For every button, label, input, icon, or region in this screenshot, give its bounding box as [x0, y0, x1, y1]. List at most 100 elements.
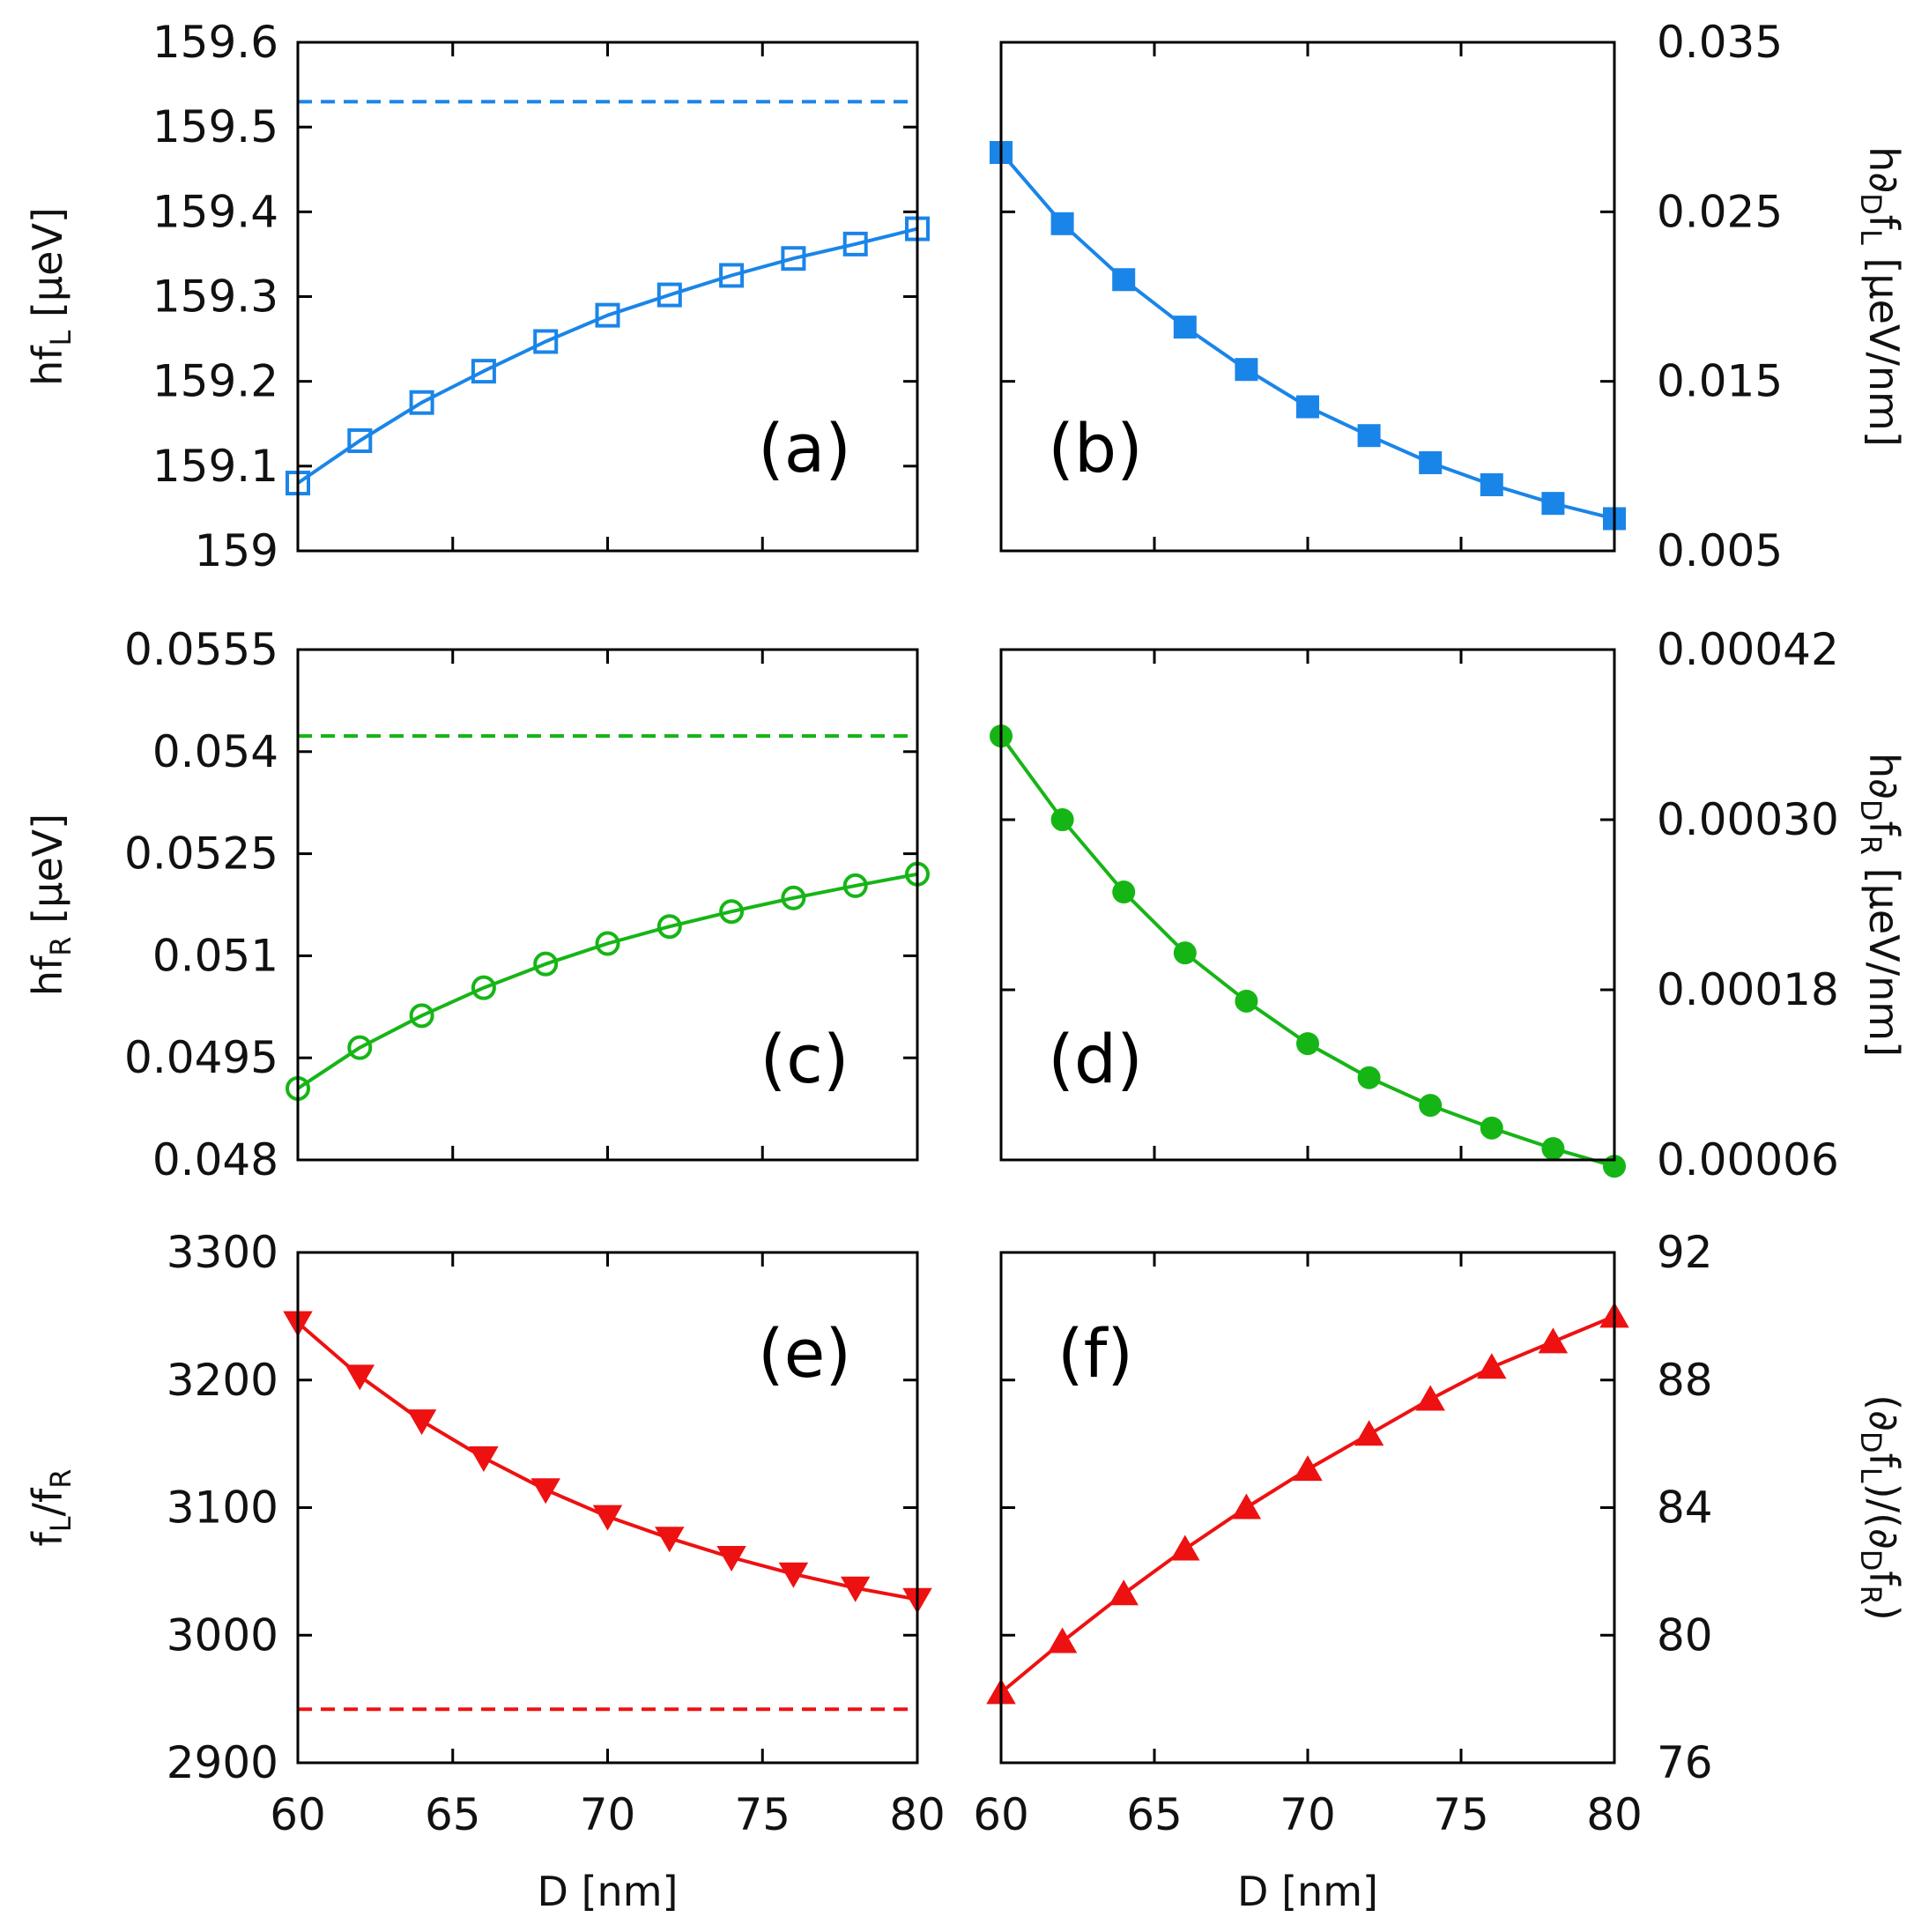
data-point — [347, 427, 373, 453]
plot-frame — [999, 1251, 1616, 1765]
panel-d: 0.00006 0.00018 0.00030 0.00042 h∂DfR [µeV/n… — [990, 624, 1908, 1185]
y-tick-label: 0.005 — [1657, 525, 1783, 576]
data-point — [1231, 1493, 1262, 1520]
axis-label-part: hf — [24, 345, 71, 386]
y-tick-label: 0.015 — [1657, 356, 1783, 407]
data-point — [530, 1478, 560, 1505]
data-point — [716, 1545, 746, 1572]
x-tick-label: 70 — [1280, 1789, 1336, 1840]
data-point — [406, 1409, 437, 1436]
y-tick-label: 0.035 — [1657, 17, 1783, 68]
y-tick-label: 0.0525 — [124, 829, 278, 880]
data-point — [1419, 450, 1443, 474]
plot-frame — [999, 648, 1616, 1162]
y-tick-label: 159.5 — [152, 101, 278, 152]
axis-label-part: L — [1854, 1468, 1888, 1483]
panel-c: 0.048 0.0495 0.051 0.0525 0.054 0.0555 hfR [µe… — [24, 624, 930, 1185]
data-point — [409, 390, 434, 415]
axis-label-part: R — [1854, 1586, 1888, 1605]
y-axis-label: (∂DfL)/(∂DfR) — [1854, 1394, 1908, 1621]
data-point — [1415, 1385, 1445, 1411]
y-axis-label: h∂DfL [µeV/nm] — [1854, 146, 1908, 447]
y-tick-label: 159.4 — [152, 186, 278, 237]
data-point — [1354, 1420, 1384, 1446]
data-point — [657, 914, 682, 940]
y-tick-label: 3200 — [167, 1355, 278, 1406]
y-tick-label: 76 — [1657, 1737, 1713, 1788]
data-point — [347, 1035, 373, 1060]
y-tick-label: 0.00006 — [1657, 1134, 1839, 1185]
axis-label-part: D — [1854, 1549, 1888, 1572]
axis-label-part: hf — [24, 955, 71, 996]
y-axis-label: hfL [µeV] — [24, 207, 78, 386]
data-point — [533, 329, 559, 354]
y-tick-label: 0.048 — [152, 1134, 278, 1185]
data-point — [592, 1505, 623, 1531]
axis-label-part: /f — [24, 1487, 71, 1516]
axis-label-part: [µeV] — [24, 207, 71, 331]
y-tick-label: 159.2 — [152, 356, 278, 407]
panel-tag: (a) — [758, 409, 851, 487]
data-point — [1047, 1627, 1078, 1653]
data-point — [471, 359, 496, 384]
panel-b: 0.005 0.015 0.025 0.035 h∂DfL [µeV/nm] (b) — [990, 17, 1908, 576]
y-axis-label: hfR [µeV] — [24, 814, 78, 996]
y-tick-label: 84 — [1657, 1482, 1713, 1534]
axis-label-part: )/(∂ — [1860, 1483, 1908, 1549]
axis-label-part: [µeV/nm] — [1860, 245, 1908, 447]
data-point — [1296, 1032, 1319, 1056]
data-point — [840, 1576, 871, 1602]
data-point — [1173, 941, 1197, 965]
x-tick-label: 60 — [270, 1789, 326, 1840]
axis-label-part: f — [1860, 821, 1908, 837]
y-tick-label: 80 — [1657, 1609, 1713, 1661]
x-tick-label: 60 — [973, 1789, 1029, 1840]
data-point — [1541, 492, 1565, 516]
axis-label-part: [µeV/nm] — [1860, 855, 1908, 1057]
x-tick-label: 75 — [734, 1789, 790, 1840]
y-tick-label: 0.025 — [1657, 186, 1783, 237]
axis-label-part: f — [24, 1530, 71, 1546]
data-point — [1112, 881, 1136, 904]
axis-label-part: R — [44, 1469, 78, 1489]
panel-tag: (f) — [1057, 1314, 1133, 1393]
data-point — [778, 1562, 809, 1588]
axis-label-part: R — [44, 936, 78, 955]
y-tick-label: 0.0495 — [124, 1032, 278, 1083]
axis-label-part: (∂ — [1860, 1394, 1908, 1431]
axis-label-part: D — [1854, 193, 1888, 215]
series-line — [999, 734, 1615, 1169]
y-tick-label: 2900 — [167, 1737, 278, 1788]
data-point — [781, 885, 806, 910]
data-point — [345, 1364, 375, 1391]
y-tick-label: 0.00018 — [1657, 964, 1839, 1015]
data-point — [781, 246, 806, 271]
data-point — [1235, 358, 1258, 382]
x-tick-label: 80 — [1586, 1789, 1643, 1840]
data-point — [1050, 212, 1074, 235]
data-point — [1541, 1137, 1565, 1161]
y-tick-label: 159.6 — [152, 17, 278, 68]
data-point — [1480, 472, 1503, 496]
data-point — [409, 1003, 434, 1029]
data-point — [1109, 1579, 1139, 1606]
data-point — [1050, 808, 1074, 831]
data-point — [1296, 395, 1319, 419]
y-tick-label: 0.051 — [152, 930, 278, 981]
y-tick-label: 3300 — [167, 1227, 278, 1278]
data-point — [1538, 1327, 1569, 1354]
y-axis-label: h∂DfR [µeV/nm] — [1854, 753, 1908, 1057]
panel-a: 159 159.1 159.2 159.3 159.4 159.5 159.6 hfL [µe… — [24, 17, 930, 576]
data-point — [1173, 316, 1197, 339]
data-point — [719, 899, 745, 925]
series-line — [296, 227, 918, 485]
data-point — [1170, 1534, 1200, 1561]
y-tick-label: 88 — [1657, 1355, 1713, 1406]
y-tick-label: 0.054 — [152, 726, 278, 777]
y-tick-label: 0.00042 — [1657, 624, 1839, 675]
data-point — [1293, 1455, 1323, 1482]
plot-frame — [296, 41, 919, 553]
data-point — [1357, 424, 1381, 448]
panel-tag: (c) — [760, 1020, 849, 1098]
